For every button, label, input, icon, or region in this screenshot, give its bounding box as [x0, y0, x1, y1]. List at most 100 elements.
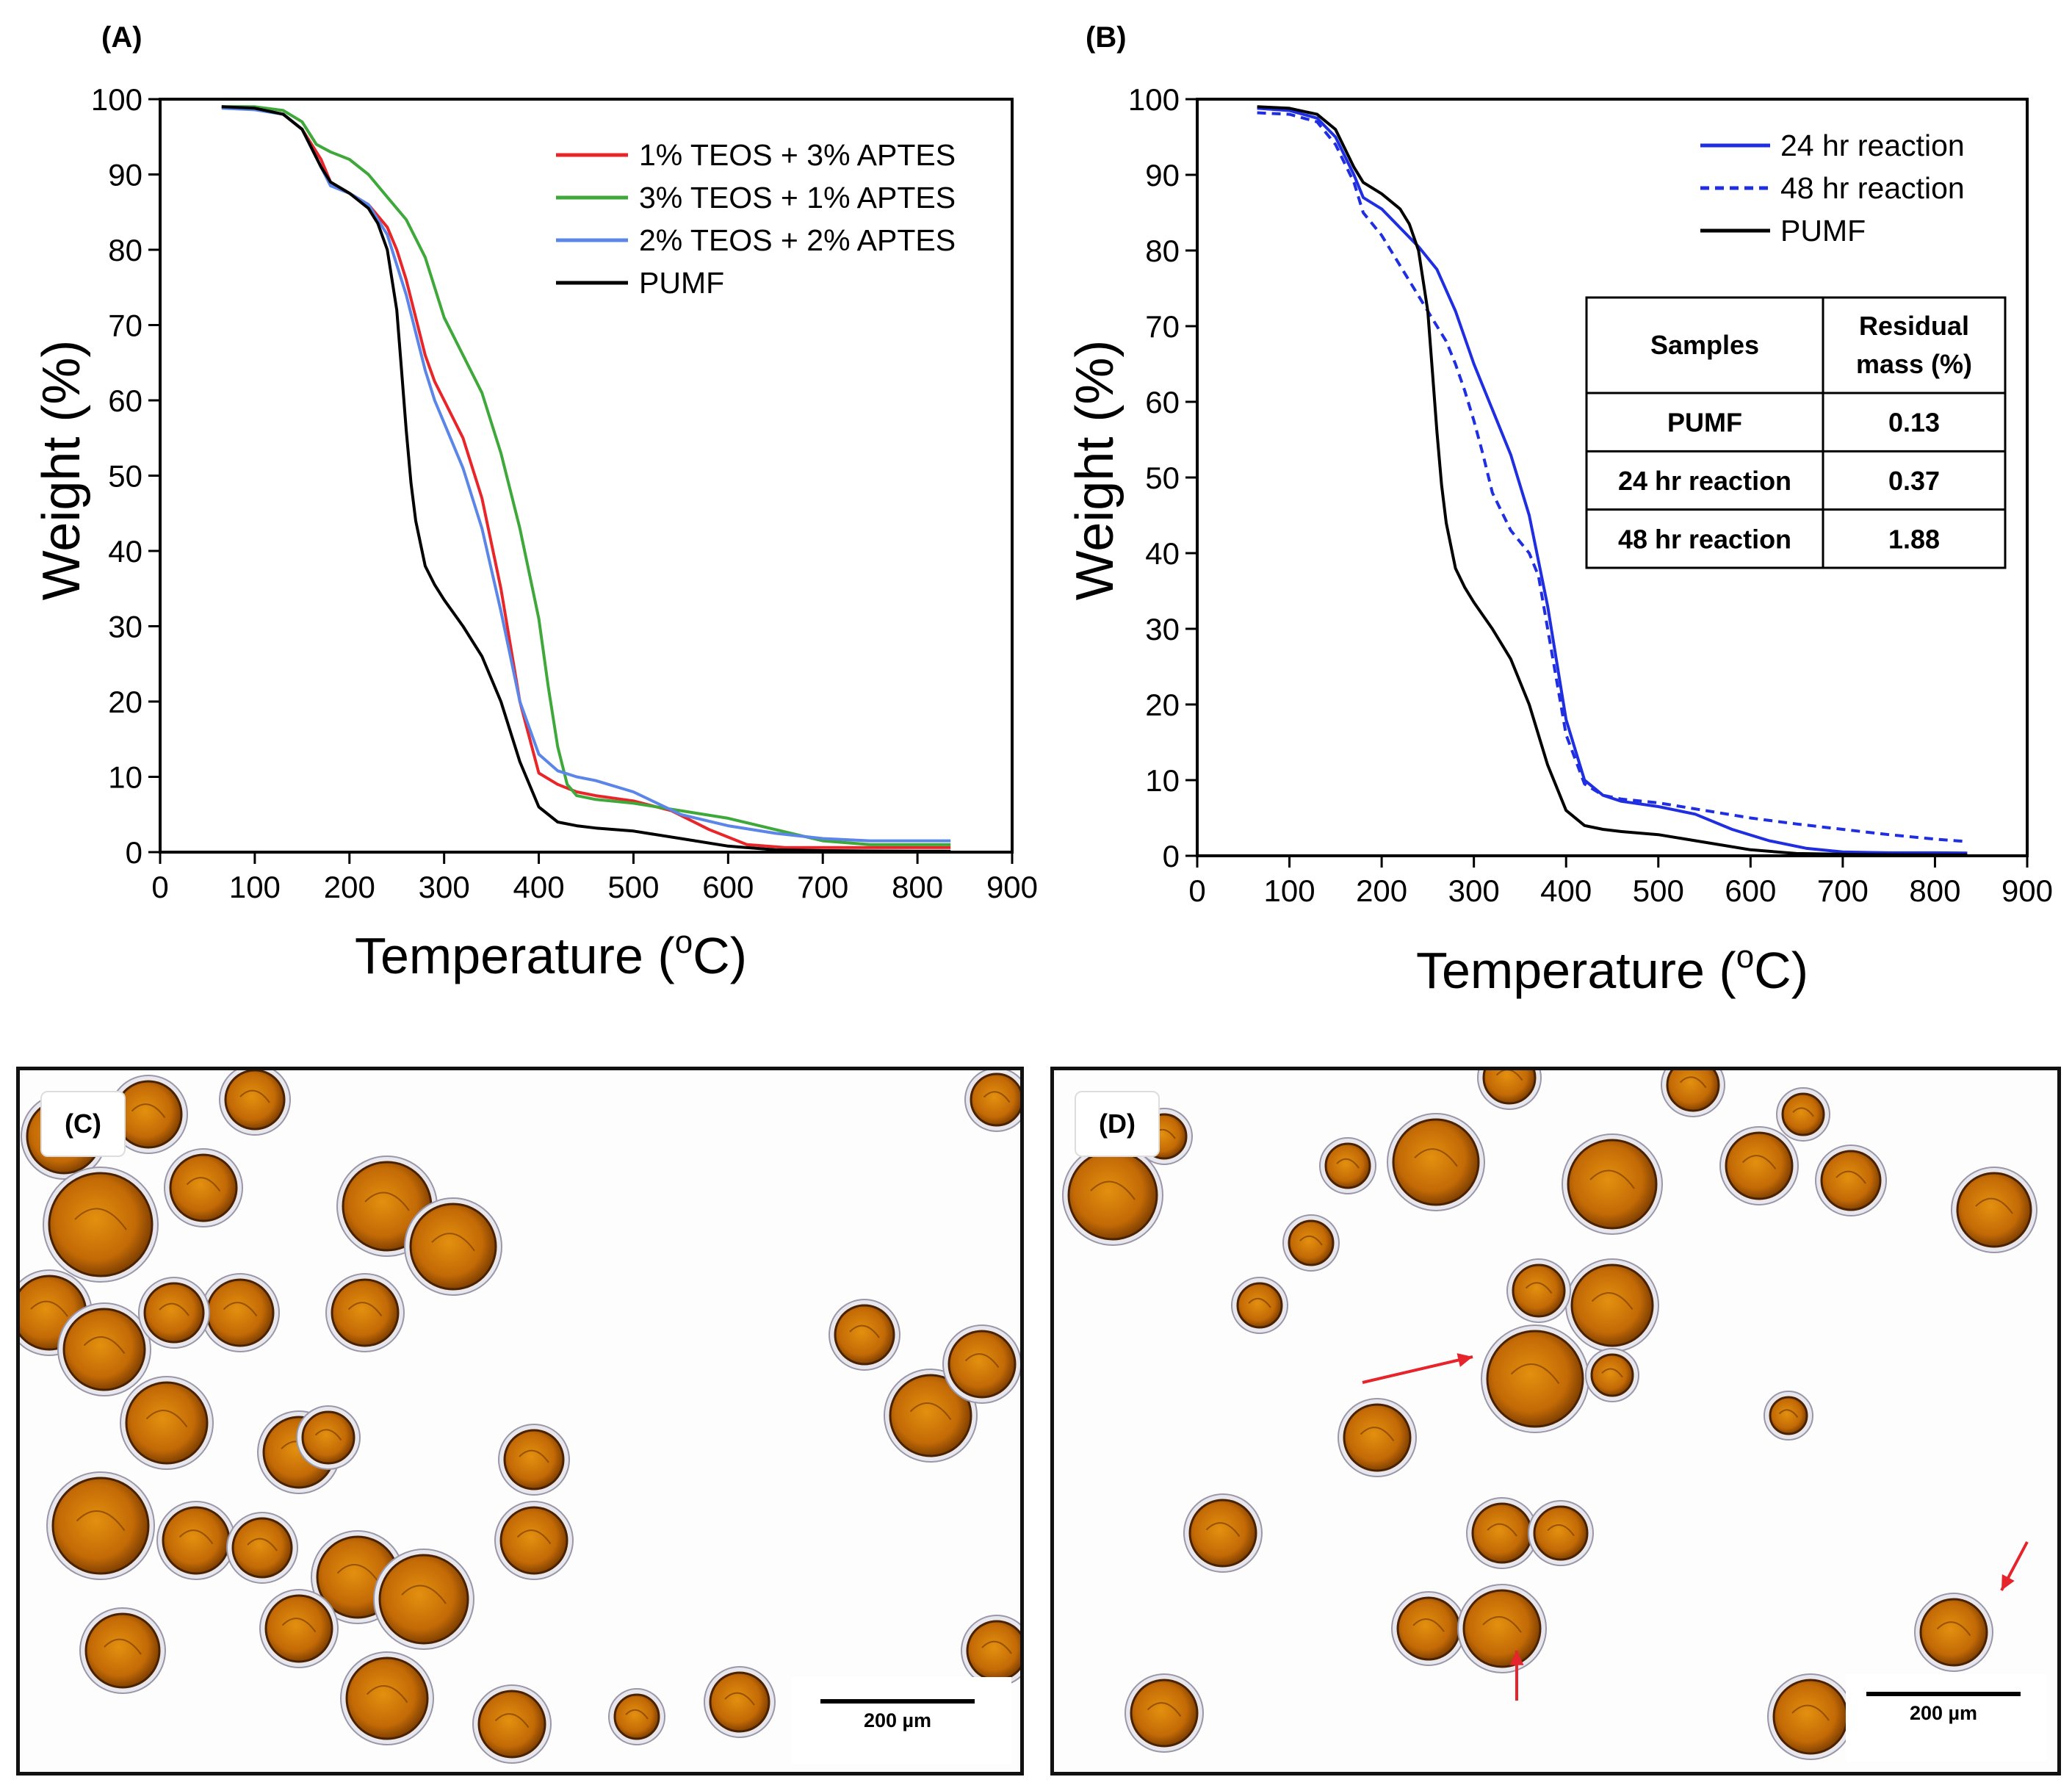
x-axis-label: Temperature (oC) [1416, 939, 1808, 999]
micrograph-c-image [20, 1070, 1020, 1764]
series-line-pumf [1257, 105, 1968, 857]
panel-d-scale-box: 200 µm [1846, 1674, 2047, 1761]
microsphere [156, 1501, 236, 1580]
x-tick-label: 300 [419, 870, 470, 904]
panel-d-micrograph: (D) 200 µm [1050, 1067, 2061, 1776]
legend-label: 1% TEOS + 3% APTES [639, 138, 956, 172]
table-cell: 0.37 [1888, 466, 1940, 496]
legend-label: 24 hr reaction [1780, 129, 1965, 162]
y-tick-label: 80 [1145, 234, 1180, 268]
microsphere [1387, 1113, 1485, 1211]
microsphere [1062, 1144, 1163, 1246]
microsphere [1477, 1070, 1542, 1110]
red-arrow [2000, 1541, 2029, 1591]
x-tick-label: 500 [1633, 873, 1684, 908]
y-tick-label: 50 [108, 459, 142, 494]
microsphere [829, 1299, 900, 1371]
x-tick-label: 700 [797, 870, 848, 904]
x-tick-label: 200 [324, 870, 375, 904]
microsphere [1506, 1258, 1571, 1323]
red-arrow [1362, 1353, 1473, 1384]
microsphere [704, 1666, 776, 1738]
microsphere [373, 1549, 474, 1650]
y-tick-label: 10 [108, 760, 142, 795]
y-tick-label: 90 [108, 158, 142, 192]
series-line-48-hr-reaction [1257, 111, 1968, 843]
microsphere [1914, 1593, 1993, 1672]
table-header-cell: mass (%) [1856, 349, 1972, 379]
microsphere [1815, 1144, 1887, 1216]
y-tick-label: 20 [108, 685, 142, 719]
table-cell: 1.88 [1888, 524, 1940, 554]
microsphere [1481, 1324, 1589, 1433]
y-tick-label: 100 [1128, 82, 1180, 117]
microsphere [494, 1501, 574, 1580]
series-line-24-hr-reaction [1257, 107, 1968, 855]
panel-a-label: (A) [101, 21, 142, 54]
microsphere [46, 1471, 155, 1580]
y-tick-label: 0 [1163, 839, 1180, 873]
microsphere [219, 1070, 291, 1136]
microsphere [120, 1376, 214, 1470]
microsphere [1391, 1591, 1466, 1666]
y-tick-label: 80 [108, 233, 142, 267]
panel-d-scale-label: 200 µm [1909, 1702, 1978, 1724]
table-border [1585, 296, 2007, 569]
microsphere [964, 1070, 1020, 1132]
series-line-3-teos-1-aptes [221, 105, 951, 846]
y-tick-label: 60 [108, 383, 142, 418]
series-line-2-teos-2-aptes [221, 107, 951, 843]
microsphere [1661, 1070, 1725, 1117]
microsphere [961, 1615, 1020, 1687]
microsphere [1125, 1673, 1204, 1753]
microsphere [1338, 1398, 1417, 1477]
table-cell: 48 hr reaction [1618, 524, 1791, 554]
microsphere [259, 1589, 339, 1668]
x-tick-label: 800 [892, 870, 943, 904]
x-tick-label: 600 [702, 870, 754, 904]
microsphere [1457, 1584, 1547, 1673]
microsphere [296, 1405, 361, 1470]
micrograph-d-image [1062, 1070, 2037, 1760]
panel-c-scale-bar [820, 1699, 975, 1704]
x-tick-label: 300 [1448, 873, 1500, 908]
microsphere [226, 1512, 298, 1584]
microsphere [404, 1197, 502, 1296]
microsphere [340, 1651, 434, 1745]
residual-mass-table: Samples Residual mass (%) PUMF 0.13 24 hr rea… [1585, 296, 2007, 569]
y-tick-label: 50 [1145, 461, 1180, 495]
panel-d-label: (D) [1075, 1091, 1160, 1157]
x-tick-label: 800 [1909, 873, 1960, 908]
y-tick-label: 40 [108, 534, 142, 569]
microsphere [1585, 1348, 1639, 1402]
y-tick-label: 30 [108, 610, 142, 644]
table-cell: PUMF [1667, 408, 1742, 438]
y-tick-label: 70 [1145, 309, 1180, 344]
microsphere [942, 1324, 1020, 1404]
x-tick-label: 600 [1725, 873, 1776, 908]
table-header-cell: Residual [1859, 311, 1969, 341]
panel-c-scale-box: 200 µm [791, 1677, 1011, 1764]
microsphere [1528, 1500, 1594, 1566]
table-header-cell: Samples [1650, 330, 1759, 360]
panel-d-scale-bar [1866, 1692, 2021, 1696]
microsphere [498, 1424, 570, 1496]
microsphere [79, 1607, 166, 1694]
y-axis-label: Weight (%) [1066, 340, 1125, 601]
microsphere [1565, 1258, 1659, 1352]
legend-label: PUMF [1780, 214, 1866, 248]
table-cell: 24 hr reaction [1618, 466, 1791, 496]
x-tick-label: 700 [1817, 873, 1869, 908]
y-tick-label: 90 [1145, 158, 1180, 192]
microsphere [608, 1688, 665, 1745]
microsphere [1764, 1391, 1813, 1441]
y-tick-label: 20 [1145, 688, 1180, 722]
x-tick-label: 900 [986, 870, 1038, 904]
y-tick-label: 40 [1145, 536, 1180, 571]
microsphere [1767, 1673, 1854, 1760]
legend-label: 3% TEOS + 1% APTES [639, 181, 956, 215]
y-tick-label: 0 [126, 835, 142, 870]
panel-c-scale-label: 200 µm [863, 1709, 932, 1731]
microsphere [57, 1302, 151, 1396]
